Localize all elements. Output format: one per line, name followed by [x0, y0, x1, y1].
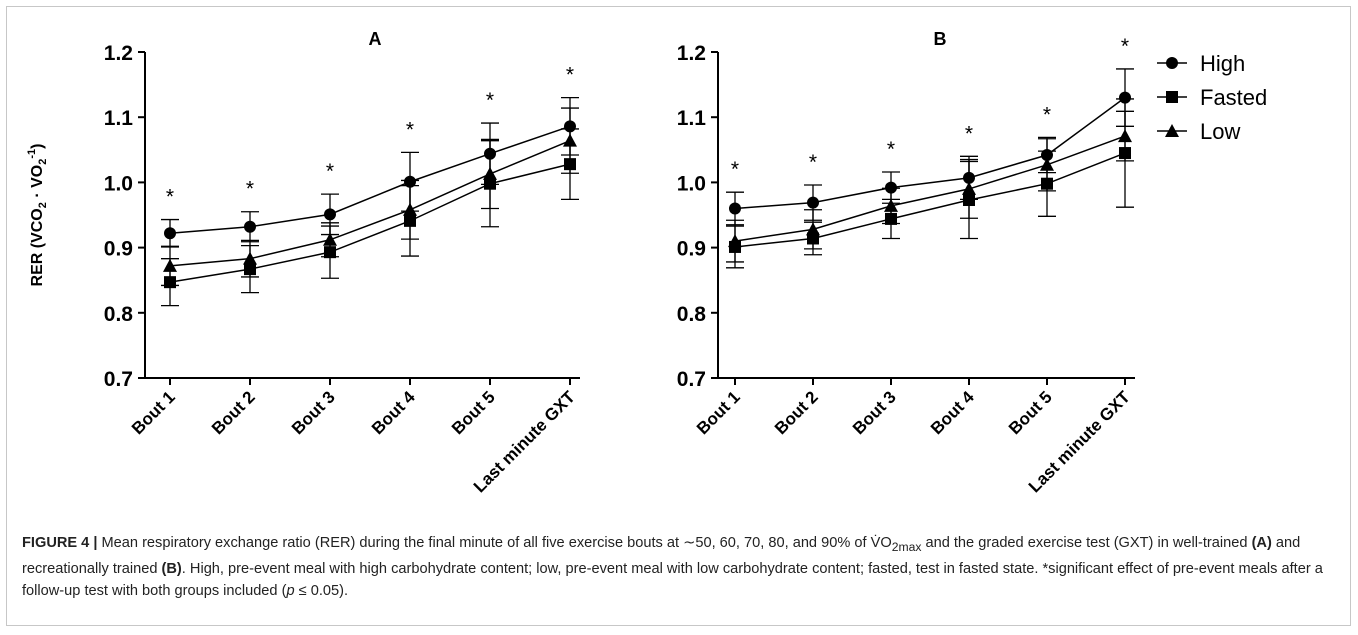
- y-tick-label: 0.7: [104, 368, 133, 391]
- significance-marker: *: [166, 186, 174, 209]
- data-point-low: [884, 198, 898, 212]
- y-axis-label-sup: -1: [26, 149, 38, 159]
- panel-label: B: [934, 29, 947, 49]
- significance-marker: *: [809, 151, 817, 174]
- x-tick-label: Bout 5: [1005, 387, 1056, 438]
- legend-label: High: [1200, 51, 1245, 76]
- caption-text-5: ≤ 0.05).: [294, 582, 349, 599]
- y-tick-label: 0.8: [677, 303, 707, 326]
- series-line-low: [734, 135, 1126, 242]
- data-point-low: [1118, 129, 1132, 143]
- x-tick-label: Bout 3: [288, 387, 339, 438]
- y-tick-label: 1.0: [677, 172, 706, 195]
- significance-marker: *: [566, 64, 574, 87]
- caption-panel-b-ref: (B): [161, 560, 182, 577]
- x-tick-label: Bout 1: [128, 387, 179, 438]
- x-tick-label: Bout 2: [208, 387, 259, 438]
- caption-p-symbol: p: [286, 582, 295, 599]
- x-tick-label: Bout 4: [927, 387, 978, 438]
- significance-marker: *: [965, 122, 973, 145]
- significance-marker: *: [246, 178, 254, 201]
- x-tick-label: Bout 2: [771, 387, 822, 438]
- x-tick-label: Bout 1: [693, 387, 744, 438]
- x-tick-label: Bout 4: [368, 387, 419, 438]
- significance-marker: *: [731, 158, 739, 181]
- legend-label: Fasted: [1200, 85, 1267, 110]
- caption-figure-label: FIGURE 4 |: [22, 535, 98, 551]
- series-line-high: [734, 97, 1126, 210]
- caption-panel-a-ref: (A): [1251, 535, 1272, 551]
- legend-marker-high: [1166, 57, 1178, 69]
- figure-frame: [6, 6, 1351, 626]
- figure-caption: FIGURE 4 | Mean respiratory exchange rat…: [22, 532, 1338, 602]
- data-point-low: [806, 222, 820, 236]
- data-point-low: [563, 133, 577, 147]
- data-point-low: [1040, 157, 1054, 171]
- significance-marker: *: [406, 118, 414, 141]
- y-tick-label: 1.0: [104, 172, 133, 195]
- data-point-high: [244, 220, 256, 233]
- y-axis-label-text: RER (VCO: [29, 208, 46, 286]
- significance-marker: *: [1043, 103, 1051, 126]
- legend-label: Low: [1200, 119, 1240, 144]
- data-point-high: [729, 202, 741, 215]
- chart-legend: High Fasted Low: [1157, 51, 1267, 144]
- y-axis-label: RER (VCO2 · VO2-1): [26, 144, 49, 287]
- significance-marker: *: [1121, 35, 1129, 58]
- caption-text-1: Mean respiratory exchange ratio (RER) du…: [97, 535, 892, 551]
- significance-marker: *: [326, 160, 334, 183]
- legend-marker-fasted: [1166, 91, 1178, 103]
- y-tick-label: 1.2: [677, 42, 706, 65]
- x-tick-label: Bout 3: [849, 387, 900, 438]
- y-tick-label: 1.2: [104, 42, 133, 65]
- y-axis-label-sub: 2: [37, 202, 49, 208]
- legend-marker-low: [1165, 124, 1179, 137]
- significance-marker: *: [887, 138, 895, 161]
- y-tick-label: 0.7: [677, 368, 706, 391]
- caption-text-3: and recreationally trained: [22, 535, 1301, 577]
- y-axis-label-text: ): [29, 144, 46, 149]
- data-point-high: [164, 227, 176, 240]
- caption-subscript: 2max: [891, 539, 922, 554]
- data-point-low: [163, 258, 177, 272]
- caption-text-4: . High, pre-event meal with high carbohy…: [22, 560, 1323, 599]
- caption-text-2: and the graded exercise test (GXT) in we…: [921, 535, 1252, 551]
- data-point-high: [1119, 91, 1131, 104]
- data-point-low: [403, 202, 417, 216]
- data-point-low: [728, 234, 742, 248]
- series-line-fasted: [734, 152, 1126, 248]
- y-tick-label: 1.1: [104, 107, 134, 130]
- data-point-low: [243, 251, 257, 265]
- y-axis-label-sub: 2: [37, 159, 49, 165]
- panel-label: A: [369, 29, 382, 49]
- y-tick-label: 0.9: [104, 238, 133, 261]
- data-point-high: [324, 208, 336, 221]
- data-point-low: [323, 232, 337, 246]
- series-line-high: [169, 125, 571, 235]
- x-tick-label: Bout 5: [448, 387, 499, 438]
- data-point-high: [807, 196, 819, 209]
- data-point-low: [483, 166, 497, 180]
- series-line-low: [169, 139, 571, 267]
- significance-marker: *: [486, 89, 494, 112]
- panel-b-chart: B 0.7 0.8 0.9 1.0 1.1 1.2 Bout 1 Bout 2 Bout 3 Bou…: [677, 29, 1135, 496]
- y-axis-label-text: · VO: [29, 165, 46, 202]
- y-tick-label: 0.9: [677, 238, 706, 261]
- series-line-fasted: [169, 163, 571, 283]
- y-tick-label: 1.1: [677, 107, 707, 130]
- data-point-high: [885, 181, 897, 194]
- data-point-low: [962, 181, 976, 195]
- y-tick-label: 0.8: [104, 303, 134, 326]
